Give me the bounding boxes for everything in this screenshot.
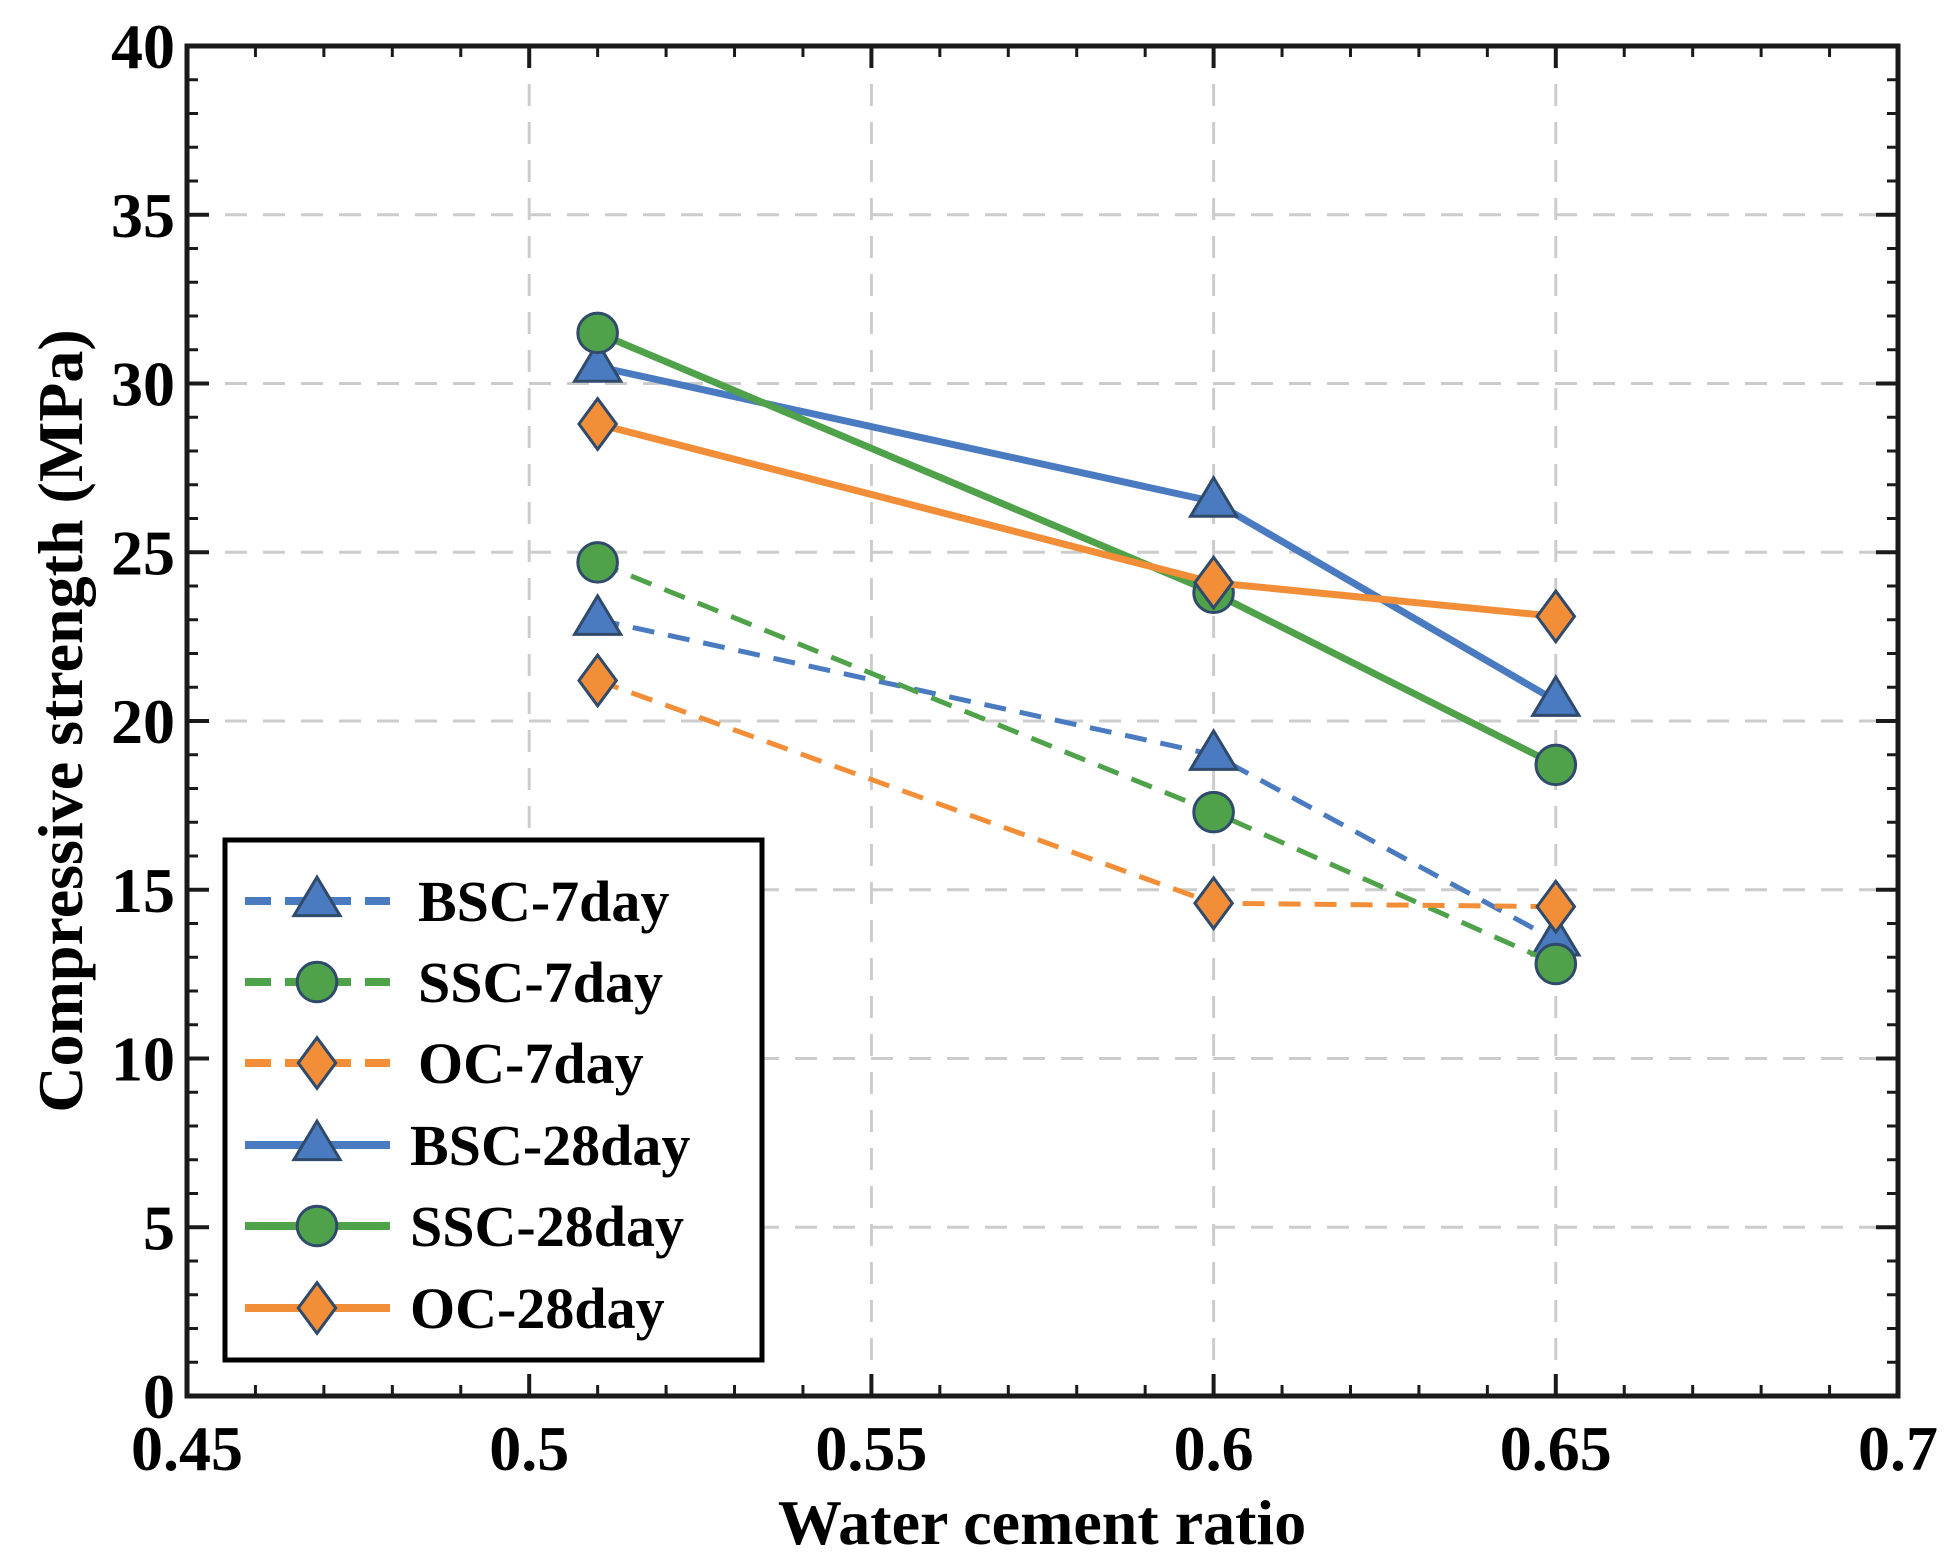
data-point-OC-28day xyxy=(577,396,619,452)
y-tick-label: 10 xyxy=(111,1024,175,1095)
y-tick-label: 30 xyxy=(111,349,175,420)
legend-swatch-marker xyxy=(295,1204,339,1248)
legend-swatch-marker xyxy=(296,1280,338,1336)
legend-swatch-marker xyxy=(295,960,339,1004)
series-OC-7day xyxy=(577,652,1577,935)
series-SSC-7day xyxy=(576,541,1578,986)
y-axis-label: Compressive strength (MPa) xyxy=(25,329,96,1112)
series-BSC-7day xyxy=(571,592,1582,957)
data-point-OC-28day xyxy=(1193,554,1235,611)
legend-item-BSC-7day: BSC-7day xyxy=(245,869,669,934)
data-point-SSC-7day xyxy=(576,541,619,584)
legend-label: SSC-7day xyxy=(418,950,663,1015)
x-tick-label: 0.65 xyxy=(1500,1413,1612,1484)
y-tick-label: 40 xyxy=(111,11,175,82)
legend-box xyxy=(222,837,765,1363)
legend-item-SSC-28day: SSC-28day xyxy=(245,1194,684,1259)
series-layer xyxy=(571,311,1582,986)
tick-labels: 0.45 0.5 0.55 0.6 0.65 0.7 0 5 10 15 20 25 30 35 40 xyxy=(111,11,1938,1484)
data-point-BSC-7day xyxy=(571,592,624,636)
data-point-BSC-28day xyxy=(1530,673,1582,717)
plot-frame xyxy=(184,43,1901,1399)
y-tick-label: 20 xyxy=(111,686,175,757)
legend-item-SSC-7day: SSC-7day xyxy=(245,950,663,1015)
legend-label: SSC-28day xyxy=(410,1194,684,1259)
series-line-OC-28day xyxy=(596,420,1557,620)
y-tick-label: 5 xyxy=(143,1192,175,1263)
x-axis-label: Water cement ratio xyxy=(778,1487,1306,1558)
data-point-OC-7day xyxy=(1193,875,1235,932)
legend-item-OC-28day: OC-28day xyxy=(245,1276,665,1341)
data-point-BSC-28day xyxy=(571,339,624,383)
data-point-SSC-28day xyxy=(576,311,619,355)
series-OC-28day xyxy=(577,396,1577,645)
y-tick-label: 35 xyxy=(111,180,175,251)
legend-label: BSC-28day xyxy=(410,1113,690,1178)
x-tick-label: 0.55 xyxy=(815,1413,927,1484)
legend-swatch-marker xyxy=(291,1118,343,1162)
x-tick-label: 0.45 xyxy=(131,1413,243,1484)
x-tick-label: 0.7 xyxy=(1858,1413,1938,1484)
data-point-OC-28day xyxy=(1535,588,1577,645)
legend-label: OC-28day xyxy=(410,1276,665,1341)
data-point-OC-7day xyxy=(577,652,619,709)
y-tick-label: 15 xyxy=(111,855,175,926)
legend-item-BSC-28day: BSC-28day xyxy=(245,1113,690,1178)
data-point-SSC-7day xyxy=(1192,790,1235,834)
legend-swatch-marker xyxy=(291,874,343,918)
legend-swatch-marker xyxy=(296,1035,338,1091)
x-tick-label: 0.6 xyxy=(1174,1413,1254,1484)
data-point-BSC-28day xyxy=(1187,474,1240,518)
y-tick-label: 25 xyxy=(111,517,175,588)
data-point-SSC-28day xyxy=(1534,743,1578,787)
legend-label: OC-7day xyxy=(418,1031,644,1096)
data-point-BSC-7day xyxy=(1187,727,1240,771)
legend-label: BSC-7day xyxy=(418,869,669,934)
y-tick-label: 0 xyxy=(143,1361,175,1432)
series-BSC-28day xyxy=(571,339,1582,717)
data-point-SSC-7day xyxy=(1534,942,1578,986)
legend: BSC-7day SSC-7day OC-7day BSC-28day SSC-28da… xyxy=(222,837,765,1363)
x-tick-label: 0.5 xyxy=(489,1413,569,1484)
legend-item-OC-7day: OC-7day xyxy=(245,1031,644,1096)
data-point-OC-7day xyxy=(1535,878,1577,935)
